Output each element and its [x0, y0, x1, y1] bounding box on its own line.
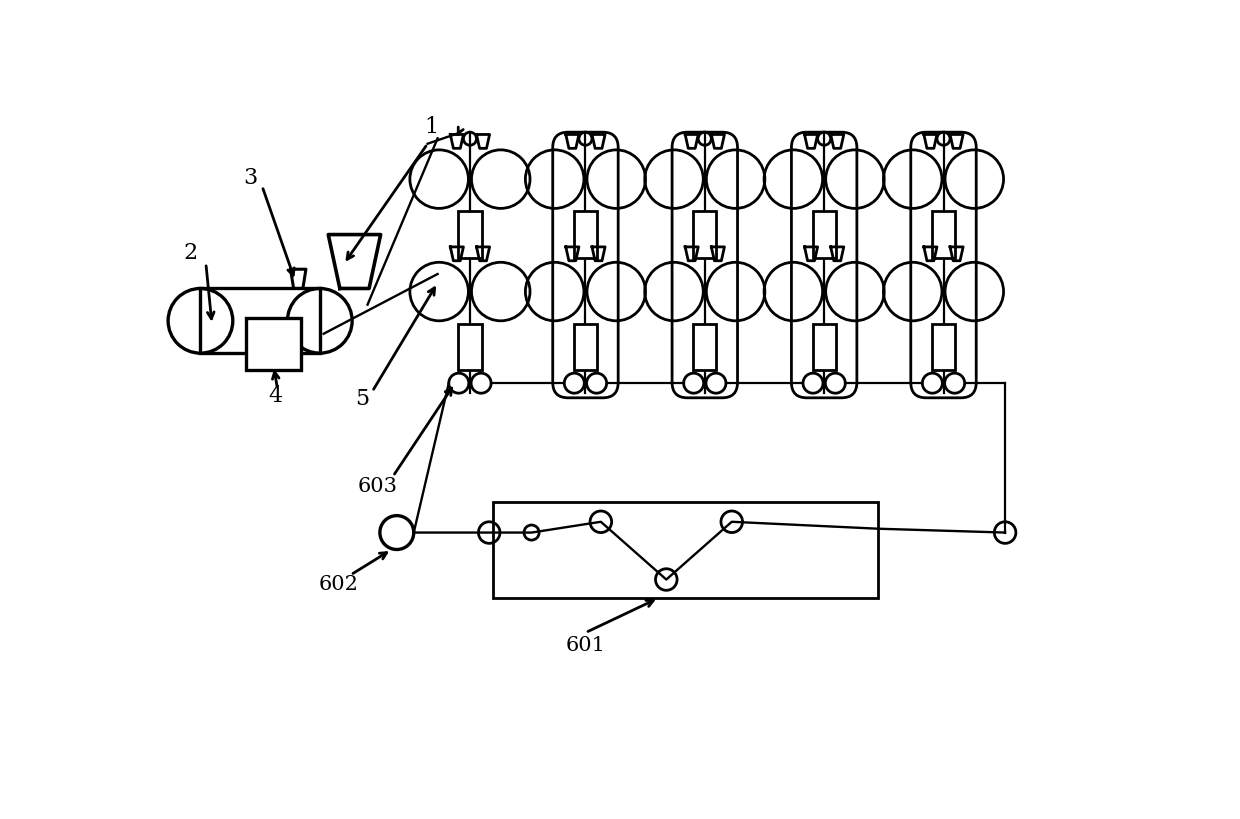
Text: 1: 1 [424, 115, 439, 138]
Text: 603: 603 [357, 477, 398, 495]
Text: 5: 5 [355, 388, 370, 410]
Bar [574, 211, 596, 258]
Bar [812, 211, 836, 258]
Text: 2: 2 [184, 242, 197, 264]
Bar [812, 324, 836, 370]
Bar [459, 211, 481, 258]
Text: 601: 601 [565, 636, 605, 655]
Bar [201, 288, 320, 353]
Bar [693, 324, 717, 370]
Bar [246, 318, 301, 370]
Bar [459, 324, 481, 370]
Text: 602: 602 [319, 575, 360, 594]
Bar [494, 502, 878, 598]
Bar [574, 324, 596, 370]
Text: 4: 4 [268, 385, 283, 407]
Bar [693, 211, 717, 258]
Text: 3: 3 [243, 167, 258, 189]
Bar [932, 211, 955, 258]
Bar [932, 324, 955, 370]
